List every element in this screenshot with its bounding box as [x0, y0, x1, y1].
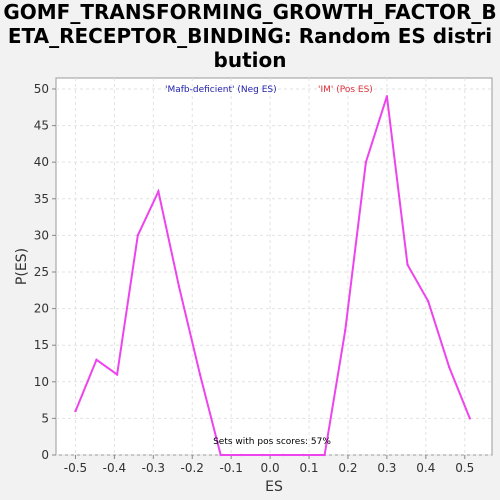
x-tick-label: -0.5: [64, 461, 87, 475]
es-data-point: [261, 453, 264, 457]
x-tick-label: -0.4: [103, 461, 126, 475]
es-data-point: [95, 358, 98, 362]
es-data-point: [385, 95, 389, 98]
x-tick-label: 0.4: [416, 461, 435, 475]
es-data-point: [344, 329, 347, 332]
es-data-point: [447, 365, 451, 369]
x-tick-label: 0.5: [455, 461, 474, 475]
es-data-point: [115, 373, 119, 376]
chart-title: GOMF_TRANSFORMING_GROWTH_FACTOR_BETA_REC…: [3, 0, 497, 72]
x-tick-label: -0.1: [219, 461, 242, 475]
grid-layer: [56, 78, 492, 456]
es-data-point: [198, 373, 202, 376]
y-axis-label: P(ES): [14, 248, 30, 285]
x-tick-label: -0.3: [142, 461, 165, 475]
y-tick-label: 30: [34, 228, 49, 242]
y-tick-label: 0: [41, 448, 49, 462]
es-data-point: [177, 285, 181, 288]
axis-layer: 0 5 10 15 20 25 30 35 40 45 50 -0.5 -0.4 -0.3 -0.2 -0.1…: [34, 82, 475, 475]
es-data-point: [323, 453, 326, 457]
x-tick-label: -0.2: [181, 461, 204, 475]
series-layer: [74, 95, 472, 457]
es-data-point: [74, 409, 77, 413]
es-data-point: [302, 453, 305, 457]
y-tick-label: 35: [34, 192, 49, 206]
y-tick-label: 40: [34, 155, 49, 169]
y-tick-label: 20: [34, 302, 49, 316]
es-data-point: [468, 417, 472, 420]
es-data-point: [240, 453, 243, 457]
es-data-point: [364, 160, 368, 164]
es-data-point: [426, 300, 430, 303]
y-tick-label: 5: [41, 411, 49, 425]
plot-area: [55, 77, 493, 456]
y-tick-label: 50: [34, 82, 49, 96]
x-tick-label: 0.1: [299, 461, 318, 475]
x-tick-label: 0.2: [338, 461, 357, 475]
y-tick-label: 10: [34, 375, 49, 389]
es-distribution-line: [74, 95, 471, 456]
es-data-point: [281, 453, 285, 457]
x-axis-label: ES: [265, 479, 283, 495]
y-tick-label: 45: [34, 119, 49, 133]
y-tick-label: 25: [34, 265, 49, 279]
pos-scores-annotation: Sets with pos scores: 57%: [213, 437, 331, 447]
legend-pos-es: 'IM' (Pos ES): [318, 85, 373, 95]
es-data-point: [219, 453, 222, 457]
es-data-point: [157, 190, 160, 193]
legend-neg-es: 'Mafb-deficient' (Neg ES): [165, 85, 277, 95]
es-data-point: [136, 234, 139, 237]
es-data-point: [406, 263, 409, 266]
y-tick-label: 15: [34, 338, 49, 352]
x-tick-label: 0.0: [261, 461, 280, 475]
x-tick-label: 0.3: [377, 461, 396, 475]
